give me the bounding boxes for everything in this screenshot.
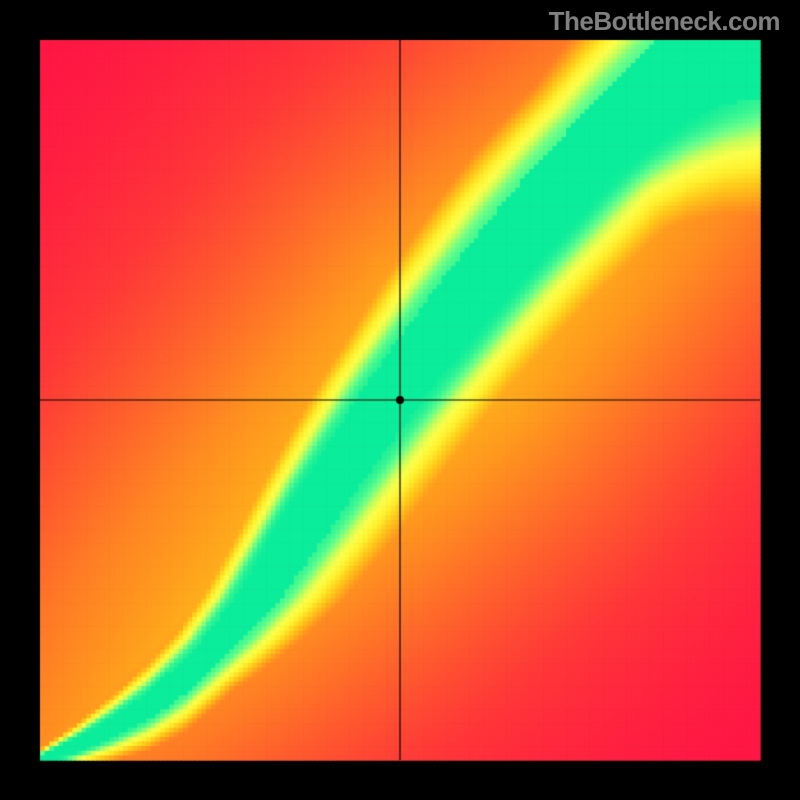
bottleneck-heatmap [0, 0, 800, 800]
watermark-text: TheBottleneck.com [549, 6, 780, 37]
